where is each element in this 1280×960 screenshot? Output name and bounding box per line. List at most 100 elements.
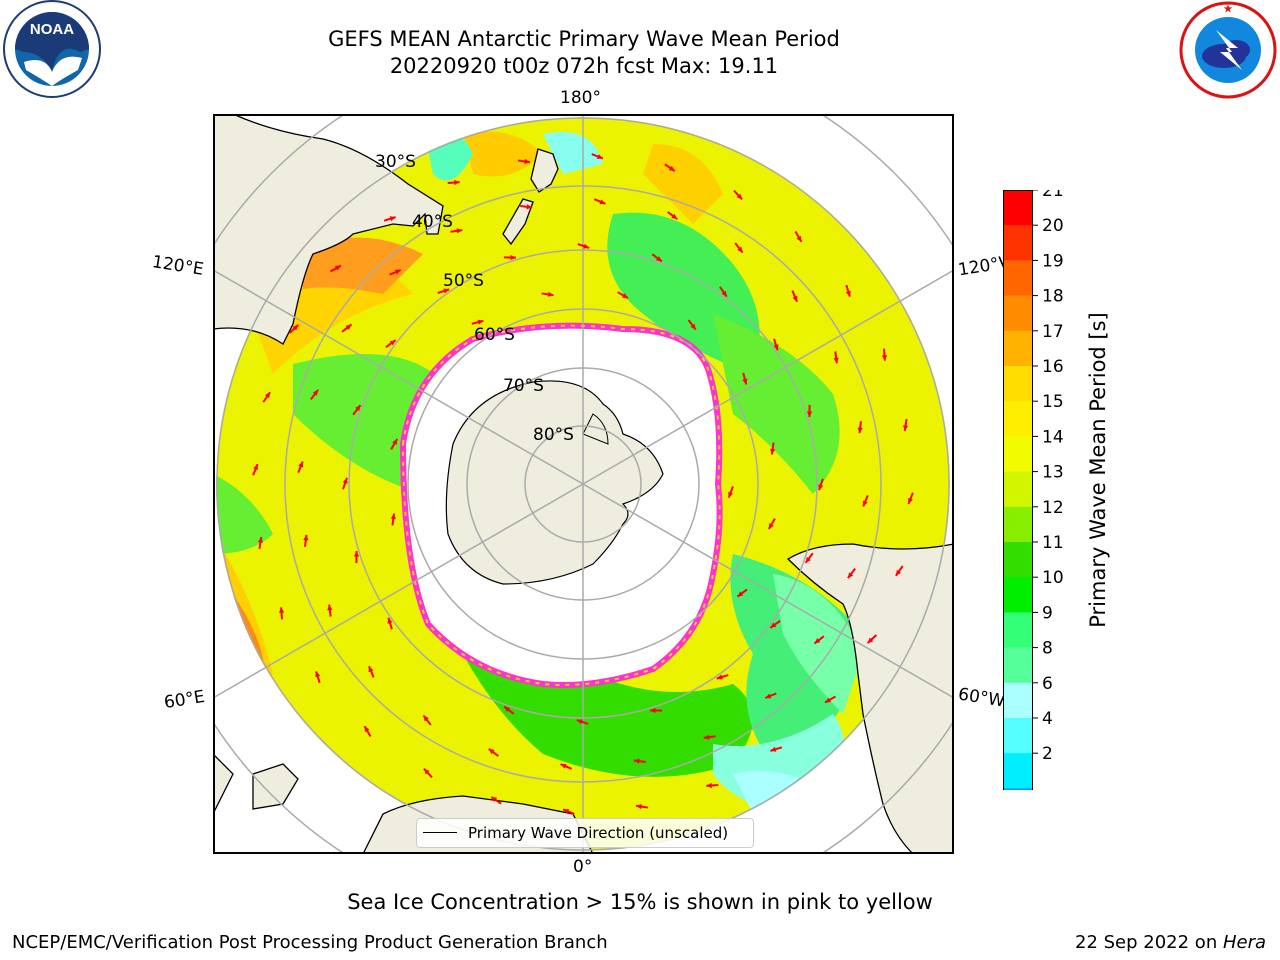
wave-arrow-head [706, 782, 712, 789]
wave-arrow-head [278, 607, 285, 613]
wave-arrow-head [862, 500, 868, 507]
colorbar-segment [1003, 330, 1033, 367]
wave-arrow-head [443, 288, 450, 294]
lat-label-60s: 60°S [474, 325, 515, 345]
wave-arrow-head [303, 534, 309, 541]
wave-arrow-head [655, 256, 662, 262]
colorbar-tick-label: 2 [1042, 744, 1053, 764]
wave-arrow-head [599, 199, 606, 205]
colorbar-segment [1003, 647, 1033, 684]
legend-label: Primary Wave Direction (unscaled) [468, 824, 729, 842]
wave-arrow-head [818, 484, 824, 491]
wave-direction-arrows [252, 153, 914, 815]
polar-map: 30°S 40°S 50°S 60°S 70°S 80°S [213, 114, 954, 854]
wave-arrow-head [703, 734, 710, 740]
wave-arrow-head [488, 748, 495, 755]
lat-label-50s: 50°S [443, 271, 484, 291]
wave-arrow-head [845, 290, 851, 297]
wave-arrow-head [315, 671, 321, 678]
wave-arrow-head [737, 591, 744, 597]
wave-arrow-head [792, 295, 798, 302]
nws-logo: ★ [1176, 0, 1280, 104]
lon-label-60e: 60°E [162, 686, 207, 714]
wave-arrow-head [526, 204, 533, 210]
wave-arrow-head [806, 411, 813, 417]
wave-arrow-head [456, 228, 463, 234]
wave-arrow-head [547, 291, 554, 297]
colorbar-segment [1003, 366, 1033, 402]
wave-arrow-head [622, 293, 629, 299]
lat-label-40s: 40°S [412, 212, 453, 232]
wave-arrow-head [504, 706, 511, 712]
wave-arrow-head [342, 477, 348, 484]
colorbar-tick-label: 6 [1042, 674, 1053, 694]
wave-arrow-head [742, 378, 748, 385]
chart-subtitle-run: 20220920 t00z 072h fcst Max: 19.11 [389, 54, 779, 78]
footer-date: 22 Sep 2022 on Hera [1075, 932, 1266, 953]
colorbar-tick-label: 18 [1042, 287, 1064, 307]
wave-arrow-head [633, 758, 640, 764]
wave-arrow-head [423, 715, 429, 722]
wave-arrow-head [524, 158, 530, 165]
colorbar: 21 20 19 18 17 16 15 14 13 12 11 10 9 8 6 4 2 [1002, 181, 1073, 888]
wave-arrow-head [477, 319, 484, 325]
wave-arrow-head [908, 497, 913, 504]
colorbar-tick-label: 11 [1042, 533, 1064, 553]
wave-arrow-head [355, 405, 361, 412]
wave-arrow-head [292, 324, 299, 331]
wave-arrow-head [253, 464, 258, 471]
colorbar-tick-label: 12 [1042, 498, 1064, 518]
wave-arrow-head [895, 569, 902, 576]
colorbar-segment [1003, 753, 1033, 789]
wave-arrow-head [671, 213, 678, 220]
colorbar-tick-label: 10 [1042, 568, 1064, 588]
wave-arrow-head [353, 551, 360, 557]
wave-arrow-head [423, 768, 430, 775]
wave-arrow-head [867, 637, 874, 644]
colorbar-tick-label: 15 [1042, 392, 1064, 412]
wave-arrow-head [394, 269, 401, 275]
wave-arrow-head [389, 216, 396, 222]
colorbar-tick-label: 20 [1042, 216, 1064, 236]
wave-arrow-head [298, 461, 304, 468]
colorbar-tick-label: 4 [1042, 709, 1053, 729]
svg-text:★: ★ [1224, 4, 1233, 15]
wave-arrow-head [454, 179, 460, 186]
wave-arrow-head [390, 513, 396, 520]
wave-arrow-head [583, 243, 590, 249]
wave-arrow-head [596, 154, 603, 159]
wave-arrow-head [770, 746, 777, 752]
wave-arrow-head [364, 726, 370, 733]
wave-arrow-head [387, 617, 393, 624]
wave-arrow-head [257, 537, 264, 543]
wave-arrow-head [902, 425, 909, 431]
wave-arrow-head [765, 693, 772, 699]
footer-branch: NCEP/EMC/Verification Post Processing Pr… [12, 932, 608, 953]
colorbar-segment [1003, 718, 1033, 754]
wave-arrow-head [833, 357, 839, 364]
colorbar-segment [1003, 506, 1033, 543]
wave-arrow-head [510, 254, 516, 261]
wave-arrow-head [825, 697, 832, 703]
wave-arrow-head [728, 491, 734, 498]
footer-date-text: 22 Sep 2022 on [1075, 932, 1223, 953]
wave-arrow-head [690, 323, 696, 330]
map-legend: Primary Wave Direction (unscaled) [416, 818, 754, 848]
wave-arrow-head [312, 389, 319, 396]
wave-arrow-head [770, 448, 776, 455]
wave-arrow-head [736, 193, 743, 200]
wave-arrow-head [814, 638, 821, 644]
noaa-logo: NOAA [0, 0, 105, 109]
wave-arrow-head [721, 290, 727, 297]
colorbar-tick-label: 8 [1042, 639, 1053, 659]
wave-arrow-head [334, 265, 341, 271]
colorbar-segment [1003, 788, 1033, 825]
wave-arrow-head [773, 344, 779, 351]
wave-arrow-head [847, 572, 854, 579]
colorbar-segment [1003, 401, 1033, 437]
colorbar-tick-label: 16 [1042, 357, 1064, 377]
colorbar-tick-label: 14 [1042, 427, 1064, 447]
colorbar-segment [1003, 190, 1033, 226]
wave-arrow-head [264, 392, 271, 399]
wave-arrow-head [857, 427, 863, 434]
